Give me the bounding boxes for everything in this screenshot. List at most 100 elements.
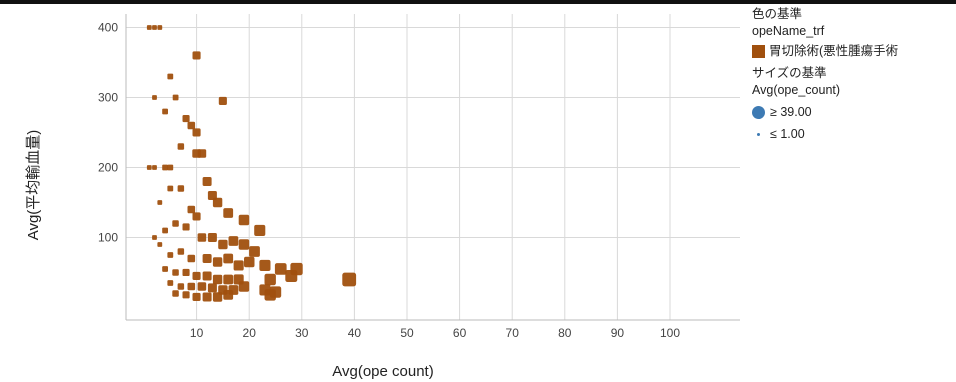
data-point[interactable] xyxy=(285,270,298,282)
data-point[interactable] xyxy=(202,292,212,302)
data-point[interactable] xyxy=(172,220,179,227)
data-point[interactable] xyxy=(162,227,168,234)
legend: 色の基準 opeName_trf 胃切除術(悪性腫瘍手術 サイズの基準 Avg(… xyxy=(752,6,956,143)
data-point[interactable] xyxy=(192,128,201,137)
data-point[interactable] xyxy=(218,239,228,250)
data-point[interactable] xyxy=(212,197,223,208)
legend-size-field: Avg(ope_count) xyxy=(752,83,841,97)
data-point[interactable] xyxy=(218,96,227,105)
data-point[interactable] xyxy=(223,253,234,264)
data-point[interactable] xyxy=(207,191,217,200)
data-point[interactable] xyxy=(192,212,201,221)
data-point[interactable] xyxy=(187,254,196,263)
data-point[interactable] xyxy=(264,273,276,286)
data-point[interactable] xyxy=(249,246,260,257)
y-axis-title: Avg(平均輸血量) xyxy=(25,130,42,241)
data-point[interactable] xyxy=(244,256,255,268)
data-point[interactable] xyxy=(182,223,190,231)
x-tick-label: 100 xyxy=(660,326,680,340)
x-tick-label: 70 xyxy=(506,326,520,340)
data-point[interactable] xyxy=(162,164,168,171)
data-point[interactable] xyxy=(157,200,163,205)
data-point[interactable] xyxy=(238,239,250,250)
data-point[interactable] xyxy=(197,149,207,158)
y-tick-label: 200 xyxy=(98,161,118,175)
data-point[interactable] xyxy=(212,257,223,267)
data-point[interactable] xyxy=(162,266,168,272)
data-point[interactable] xyxy=(167,252,174,258)
data-point[interactable] xyxy=(177,248,185,255)
x-tick-label: 80 xyxy=(558,326,572,340)
x-tick-label: 30 xyxy=(295,326,309,340)
data-point[interactable] xyxy=(172,269,179,276)
data-point[interactable] xyxy=(223,274,234,285)
data-point[interactable] xyxy=(238,281,250,292)
data-point[interactable] xyxy=(233,260,244,271)
data-point[interactable] xyxy=(152,165,157,170)
data-point[interactable] xyxy=(223,290,234,300)
data-point[interactable] xyxy=(223,208,234,218)
legend-size-title: サイズの基準 xyxy=(752,66,827,80)
grid-lines xyxy=(125,14,740,321)
scatter-chart: 100200300400500600700800 102030405060708… xyxy=(25,0,740,380)
data-point[interactable] xyxy=(192,292,201,301)
data-point[interactable] xyxy=(187,121,196,130)
data-point[interactable] xyxy=(192,51,201,60)
legend-color-item-label: 胃切除術(悪性腫瘍手術 xyxy=(769,44,899,58)
data-point[interactable] xyxy=(167,73,174,80)
legend-size-min-label: ≤ 1.00 xyxy=(770,127,805,141)
x-tick-labels: 10 20 30 40 50 60 70 80 90 100 xyxy=(190,326,680,340)
x-tick-label: 60 xyxy=(453,326,467,340)
data-point[interactable] xyxy=(202,177,212,186)
x-tick-label: 40 xyxy=(348,326,362,340)
data-point[interactable] xyxy=(162,108,168,115)
data-point[interactable] xyxy=(157,25,163,30)
data-point[interactable] xyxy=(212,274,223,285)
data-point[interactable] xyxy=(207,283,217,293)
data-point[interactable] xyxy=(259,259,271,271)
x-tick-label: 20 xyxy=(243,326,257,340)
data-point[interactable] xyxy=(192,271,201,280)
data-point[interactable] xyxy=(146,25,152,30)
data-point[interactable] xyxy=(172,290,179,297)
data-point[interactable] xyxy=(342,272,357,287)
data-point[interactable] xyxy=(187,282,196,291)
data-point[interactable] xyxy=(274,263,287,275)
top-border xyxy=(0,0,956,4)
legend-size-min: ≤ 1.00 xyxy=(752,126,956,143)
legend-size-max-label: ≥ 39.00 xyxy=(770,105,812,119)
legend-size-max-dot xyxy=(752,106,765,119)
x-tick-label: 50 xyxy=(400,326,414,340)
data-point[interactable] xyxy=(254,224,266,236)
data-point[interactable] xyxy=(167,164,174,171)
data-point[interactable] xyxy=(202,254,212,263)
data-point[interactable] xyxy=(197,233,207,242)
data-point[interactable] xyxy=(157,242,163,247)
data-point[interactable] xyxy=(182,115,190,123)
data-points[interactable] xyxy=(146,0,357,302)
data-point[interactable] xyxy=(207,233,217,242)
data-point[interactable] xyxy=(202,271,212,281)
data-point[interactable] xyxy=(182,268,190,276)
data-point[interactable] xyxy=(182,291,190,299)
data-point[interactable] xyxy=(152,25,157,30)
data-point[interactable] xyxy=(187,205,196,214)
data-point[interactable] xyxy=(197,282,207,291)
x-tick-label: 10 xyxy=(190,326,204,340)
data-point[interactable] xyxy=(212,292,223,302)
data-point[interactable] xyxy=(238,214,250,226)
data-point[interactable] xyxy=(177,283,185,290)
data-point[interactable] xyxy=(264,289,276,301)
data-point[interactable] xyxy=(146,165,152,170)
legend-color-item[interactable]: 胃切除術(悪性腫瘍手術 xyxy=(752,43,956,60)
data-point[interactable] xyxy=(228,236,239,246)
data-point[interactable] xyxy=(167,185,174,192)
data-point[interactable] xyxy=(177,143,185,150)
data-point[interactable] xyxy=(152,235,157,240)
legend-color-field: opeName_trf xyxy=(752,24,825,38)
data-point[interactable] xyxy=(177,185,185,192)
data-point[interactable] xyxy=(152,95,157,100)
y-tick-label: 100 xyxy=(98,231,118,245)
data-point[interactable] xyxy=(172,94,179,101)
data-point[interactable] xyxy=(167,280,174,286)
